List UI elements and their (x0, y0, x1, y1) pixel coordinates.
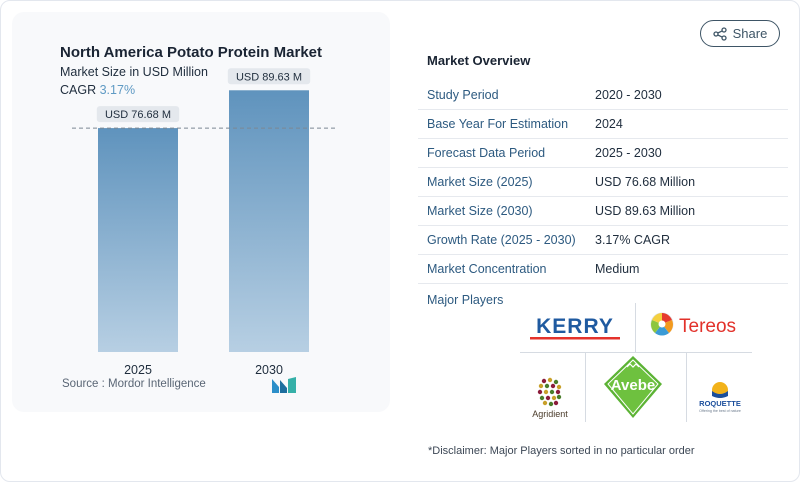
major-players-label: Major Players (427, 293, 504, 307)
share-button[interactable]: Share (700, 20, 780, 47)
row-key: Forecast Data Period (427, 146, 546, 160)
bar-2030 (229, 90, 309, 353)
row-key: Market Size (2025) (427, 175, 533, 189)
tereos-logo-text: Tereos (679, 316, 736, 337)
row-value: USD 89.63 Million (595, 204, 696, 218)
data-label: USD 76.68 M (105, 109, 171, 121)
bar-chart: USD 76.68 M 2025 USD 89.63 M 2030 (72, 68, 338, 377)
chart-card (12, 12, 390, 412)
cagr-label: CAGR (60, 83, 97, 97)
roquette-logo: ROQUETTE Offering the best of nature (699, 382, 741, 413)
data-label-pill (96, 106, 180, 123)
logo-divider (635, 303, 636, 353)
roquette-tagline: Offering the best of nature (699, 409, 741, 413)
logo-divider (520, 352, 752, 353)
mordor-logo-icon (272, 377, 296, 393)
agridient-logo: Agridient (532, 377, 568, 419)
x-tick-label: 2025 (124, 363, 152, 377)
data-label-pill (227, 68, 311, 85)
overview-row: Base Year For Estimation 2024 (418, 110, 788, 139)
share-label: Share (732, 26, 768, 41)
row-key: Base Year For Estimation (427, 117, 569, 131)
avebe-logo: Avebe (604, 356, 662, 418)
x-tick-label: 2030 (255, 363, 283, 377)
agridient-logo-text: Agridient (532, 409, 568, 419)
logo-divider (585, 352, 586, 422)
row-value: 2020 - 2030 (595, 88, 662, 102)
avebe-logo-text: Avebe (611, 377, 655, 394)
overview-row: Market Size (2030) USD 89.63 Million (418, 197, 788, 226)
source-text: Source : Mordor Intelligence (62, 378, 206, 390)
row-value: USD 76.68 Million (595, 175, 696, 189)
overview-table: Study Period 2020 - 2030 Base Year For Es… (418, 81, 788, 284)
overview-title: Market Overview (427, 53, 531, 68)
data-label: USD 89.63 M (236, 71, 302, 83)
chart-subtitle: Market Size in USD Million (60, 65, 208, 79)
roquette-logo-text: ROQUETTE (699, 399, 741, 408)
share-icon (712, 26, 727, 41)
bar-2025 (98, 128, 178, 352)
row-key: Market Concentration (427, 262, 547, 276)
overview-row: Market Concentration Medium (418, 255, 788, 284)
tereos-logo: Tereos (650, 312, 736, 337)
row-value: Medium (595, 262, 640, 276)
cagr-value: 3.17% (99, 83, 136, 97)
kerry-logo-text: KERRY (536, 315, 614, 338)
cagr-line: CAGR 3.17% (60, 83, 135, 97)
overview-row: Forecast Data Period 2025 - 2030 (418, 139, 788, 168)
row-key: Growth Rate (2025 - 2030) (427, 233, 576, 247)
row-value: 3.17% CAGR (595, 233, 671, 247)
kerry-logo: KERRY (530, 315, 620, 340)
overview-row: Growth Rate (2025 - 2030) 3.17% CAGR (418, 226, 788, 255)
logo-divider (686, 352, 687, 422)
chart-title: North America Potato Protein Market (60, 44, 322, 61)
row-key: Market Size (2030) (427, 204, 533, 218)
overview-row: Study Period 2020 - 2030 (418, 81, 788, 110)
overview-row: Market Size (2025) USD 76.68 Million (418, 168, 788, 197)
disclaimer-text: *Disclaimer: Major Players sorted in no … (428, 445, 695, 457)
row-key: Study Period (427, 88, 499, 102)
row-value: 2025 - 2030 (595, 146, 662, 160)
row-value: 2024 (595, 117, 623, 131)
